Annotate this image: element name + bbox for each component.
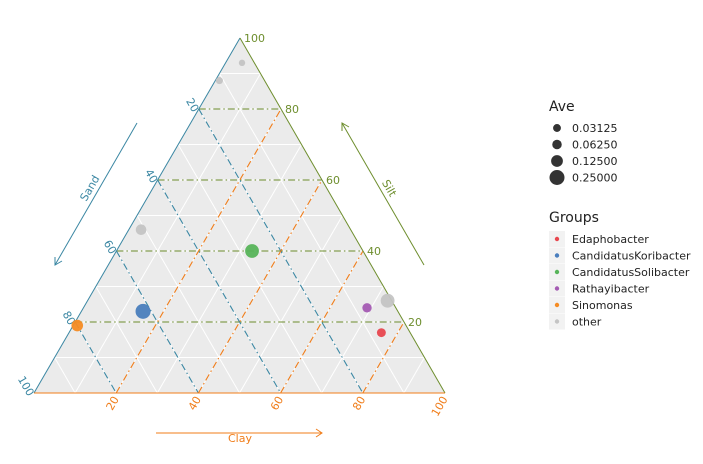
minor-grid-line: [218, 73, 405, 394]
silt-axis-title: Silt: [379, 177, 399, 199]
right-edge: [239, 37, 446, 394]
minor-grid-line: [321, 286, 384, 394]
color-legend-label: Edaphobacter: [572, 233, 649, 246]
sand-arrow-line: [54, 122, 138, 266]
legend: Ave 0.03125 0.06250 0.12500 0.25000 Groups Eda…: [549, 99, 691, 330]
sand-grid-line: [74, 321, 117, 394]
color-legend-title: Groups: [549, 210, 599, 226]
minor-grid-line: [177, 144, 323, 394]
minor-grid-line: [403, 357, 425, 394]
data-point-candidatussolibacter: [245, 244, 259, 258]
data-point-other: [238, 59, 246, 67]
size-legend-key: [549, 170, 565, 185]
size-legend-label: 0.12500: [572, 155, 618, 168]
minor-grid-line: [95, 286, 158, 394]
size-legend-key: [553, 124, 561, 132]
minor-grid-line: [54, 357, 76, 394]
minor-grid-line: [156, 144, 302, 394]
data-points: [71, 59, 395, 338]
left-edge: [33, 37, 241, 394]
size-legend-label: 0.06250: [572, 139, 618, 152]
silt-arrow-head: [341, 122, 350, 131]
sand-tick-label: 60: [101, 238, 119, 257]
clay-tick-label: 100: [429, 394, 451, 419]
data-point-other: [135, 224, 147, 235]
data-point-rathayibacter: [362, 303, 372, 313]
data-point-other: [215, 77, 223, 85]
clay-tick-label: 40: [186, 394, 204, 413]
size-legend-label: 0.25000: [572, 172, 618, 185]
clay-tick-label: 80: [350, 394, 368, 413]
clay-tick-label: 60: [268, 394, 286, 413]
color-legend-label: CandidatusSolibacter: [572, 266, 690, 279]
color-legend-label: Sinomonas: [572, 299, 633, 312]
color-legend-key: [554, 269, 560, 275]
clay-grid-line: [197, 179, 323, 394]
color-legend-key: [554, 253, 560, 258]
clay-arrow-head: [315, 428, 323, 438]
silt-tick-label: 40: [367, 245, 381, 258]
data-point-sinomonas: [71, 319, 84, 332]
silt-tick-label: 60: [326, 174, 340, 187]
data-point-edaphobacter: [376, 328, 386, 338]
color-legend-key: [554, 302, 560, 308]
sand-tick-label: 40: [142, 167, 160, 186]
minor-grid-line: [136, 215, 240, 394]
silt-tick-label: 20: [408, 316, 422, 329]
silt-arrow-line: [341, 122, 425, 266]
size-legend-key: [552, 139, 562, 150]
minor-grid-line: [239, 215, 343, 394]
color-legend-key: [554, 236, 560, 242]
silt-tick-label: 80: [285, 103, 299, 116]
color-legend-label: other: [572, 316, 602, 329]
size-legend-key: [551, 155, 563, 167]
sand-tick-label: 100: [15, 374, 37, 399]
size-legend-label: 0.03125: [572, 122, 618, 135]
clay-tick-label: 20: [104, 394, 122, 413]
color-legend-label: Rathayibacter: [572, 283, 650, 296]
color-legend-key: [554, 286, 560, 291]
color-legend-label: CandidatusKoribacter: [572, 250, 691, 263]
clay-axis-title: Clay: [228, 432, 252, 445]
sand-tick-label: 20: [183, 96, 201, 115]
sand-grid-line: [115, 250, 199, 394]
clay-grid-line: [280, 250, 364, 394]
sand-grid-line: [157, 179, 282, 394]
major-grid: [74, 108, 405, 394]
clay-grid-line: [362, 321, 405, 394]
size-legend-title: Ave: [549, 99, 575, 115]
silt-tick-label: 100: [244, 32, 265, 45]
color-legend-key: [554, 319, 560, 324]
sand-arrow-head: [54, 257, 63, 266]
data-point-other: [380, 293, 395, 308]
minor-grid-line: [74, 73, 261, 394]
data-point-candidatuskoribacter: [135, 303, 151, 319]
triangle-edges: [33, 37, 446, 394]
clay-grid-line: [115, 108, 282, 394]
